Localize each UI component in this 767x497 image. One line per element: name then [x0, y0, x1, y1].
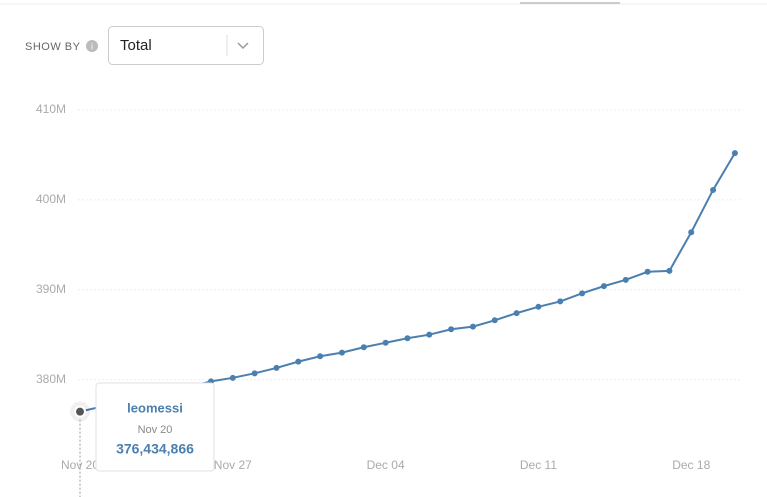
- y-tick-label: 380M: [36, 372, 66, 386]
- data-point: [404, 335, 411, 342]
- data-point: [360, 344, 367, 351]
- data-point: [535, 303, 542, 310]
- x-tick-label: Dec 04: [367, 458, 405, 472]
- y-tick-label: 390M: [36, 282, 66, 296]
- data-point: [317, 353, 324, 360]
- tooltip-name: leomessi: [127, 400, 183, 415]
- x-tick-label: Nov 27: [214, 458, 252, 472]
- data-point: [382, 339, 389, 346]
- data-point: [710, 186, 717, 193]
- tooltip-date: Nov 20: [138, 424, 173, 436]
- data-point: [426, 331, 433, 338]
- data-point: [622, 276, 629, 283]
- tooltip-box: [95, 382, 215, 472]
- tooltip-value: 376,434,866: [116, 441, 194, 457]
- data-point: [491, 317, 498, 324]
- data-point: [251, 370, 258, 377]
- data-point: [229, 374, 236, 381]
- data-point: [731, 150, 738, 157]
- info-icon-glyph: i: [91, 41, 93, 51]
- data-point: [273, 364, 280, 371]
- x-tick-label: Dec 18: [672, 458, 710, 472]
- data-point: [579, 290, 586, 297]
- data-point: [600, 283, 607, 290]
- y-tick-label: 400M: [36, 192, 66, 206]
- data-point: [448, 326, 455, 333]
- show-by-label: SHOW BY: [25, 41, 81, 53]
- show-by-select[interactable]: [108, 26, 264, 65]
- data-point: [688, 229, 695, 236]
- data-point: [295, 358, 302, 365]
- data-point: [338, 349, 345, 356]
- data-point: [469, 323, 476, 330]
- y-tick-label: 410M: [36, 102, 66, 116]
- select-chevron: [237, 42, 249, 50]
- info-icon[interactable]: [86, 40, 98, 52]
- select-value: Total: [120, 37, 152, 54]
- series-line: [79, 152, 736, 413]
- data-point: [644, 268, 651, 275]
- data-point: [557, 298, 564, 305]
- hover-point: [74, 405, 86, 418]
- data-point: [513, 310, 520, 317]
- data-point: [666, 267, 673, 274]
- x-tick-label: Dec 11: [520, 458, 557, 472]
